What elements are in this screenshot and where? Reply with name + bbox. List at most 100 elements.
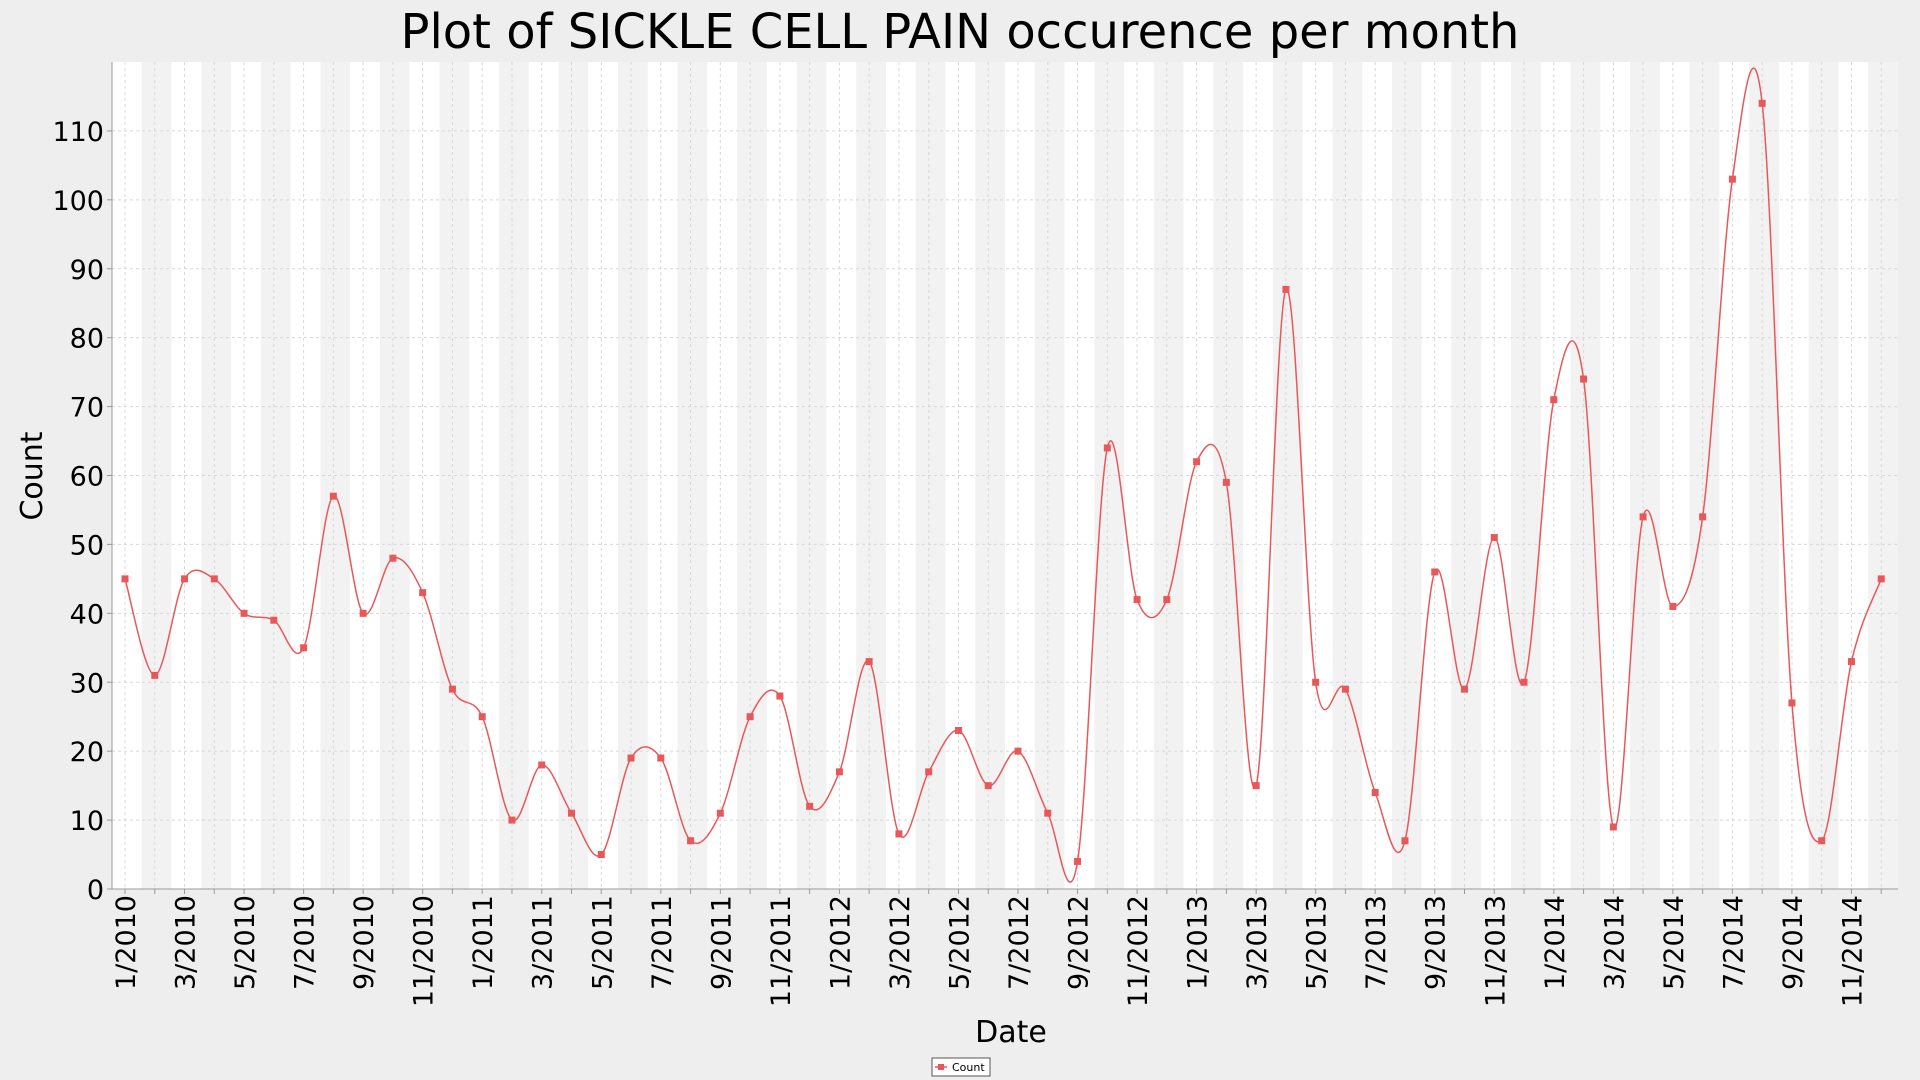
data-point [1758, 99, 1766, 107]
x-tick-label: 9/2011 [706, 895, 737, 990]
x-tick-label: 3/2010 [171, 895, 202, 990]
data-point [1371, 789, 1379, 797]
data-point [1699, 513, 1707, 521]
x-tick-label: 7/2012 [1004, 895, 1035, 990]
data-point [419, 589, 427, 597]
x-tick-label: 5/2011 [587, 895, 618, 990]
data-point [1580, 375, 1588, 383]
data-point [1847, 658, 1855, 666]
data-point [657, 754, 665, 762]
data-point [1520, 678, 1528, 686]
x-tick-label: 11/2013 [1480, 895, 1511, 1007]
x-axis-label: Date [975, 1015, 1047, 1050]
data-point [1163, 596, 1171, 604]
data-point [1728, 175, 1736, 183]
data-point [776, 692, 784, 700]
x-tick-label: 3/2013 [1242, 895, 1273, 990]
x-tick-label: 9/2012 [1064, 895, 1095, 990]
data-point [329, 492, 337, 500]
y-tick-label: 80 [70, 324, 104, 355]
x-tick-label: 7/2011 [647, 895, 678, 990]
y-tick-label: 0 [87, 875, 104, 906]
y-tick-label: 10 [70, 806, 104, 837]
x-tick-label: 1/2010 [111, 895, 142, 990]
data-point [806, 802, 814, 810]
x-tick-label: 3/2011 [528, 895, 559, 990]
series-count [121, 67, 1885, 883]
data-point [1461, 685, 1468, 693]
data-point [865, 658, 873, 666]
data-point [1341, 685, 1349, 693]
data-point [1044, 809, 1052, 817]
y-axis-label: Count [15, 431, 50, 520]
x-tick-label: 5/2012 [944, 895, 975, 990]
data-point [954, 726, 962, 734]
data-point [1133, 596, 1141, 604]
y-tick-label: 100 [52, 186, 104, 217]
y-tick-label: 60 [70, 462, 104, 493]
data-point [448, 685, 456, 693]
data-point [478, 713, 486, 721]
x-tick-label: 1/2013 [1183, 895, 1214, 990]
data-point [1669, 602, 1677, 610]
data-point [746, 713, 754, 721]
x-tick-label: 1/2012 [825, 895, 856, 990]
data-point [121, 575, 129, 583]
data-point [1401, 837, 1409, 845]
data-point [1609, 823, 1617, 831]
legend-label: Count [952, 1061, 985, 1074]
data-point [1222, 478, 1230, 486]
data-point [1818, 837, 1826, 845]
x-tick-label: 9/2013 [1421, 895, 1452, 990]
x-tick-label: 5/2010 [230, 895, 261, 990]
x-tick-label: 11/2010 [409, 895, 440, 1007]
data-point [597, 851, 605, 859]
x-tick-label: 7/2014 [1718, 895, 1749, 990]
data-point [359, 609, 367, 617]
data-point [1877, 575, 1885, 583]
grid-lines [112, 62, 1898, 889]
legend-marker-icon [938, 1064, 944, 1070]
data-point [210, 575, 218, 583]
data-point [1490, 534, 1498, 542]
data-point [1074, 857, 1082, 865]
data-point [1788, 699, 1796, 707]
y-axis-ticks: 0 10 20 30 40 50 60 70 80 90 100 110 [52, 117, 112, 906]
data-point [1252, 782, 1260, 790]
data-point [1193, 458, 1201, 466]
data-point [389, 554, 397, 562]
data-point [687, 837, 695, 845]
y-tick-label: 70 [70, 393, 104, 424]
data-point [716, 809, 724, 817]
x-axis-ticks: 1/2010 3/2010 5/2010 7/2010 9/2010 11/2010 1/2… [111, 889, 1882, 1007]
x-tick-label: 3/2014 [1599, 895, 1630, 990]
data-point [270, 616, 278, 624]
y-tick-label: 30 [70, 668, 104, 699]
data-point [538, 761, 546, 769]
data-point [1103, 444, 1111, 452]
y-tick-label: 20 [70, 737, 104, 768]
data-point [835, 768, 843, 776]
x-tick-label: 11/2011 [766, 895, 797, 1007]
x-tick-label: 9/2010 [349, 895, 380, 990]
data-point [1282, 285, 1290, 293]
data-point [1014, 747, 1022, 755]
legend-box [931, 1057, 991, 1077]
data-point [627, 754, 635, 762]
data-point [151, 671, 159, 679]
x-tick-label: 9/2014 [1778, 895, 1809, 990]
data-point [508, 816, 516, 824]
x-tick-label: 5/2014 [1659, 895, 1690, 990]
data-point [925, 768, 933, 776]
x-tick-label: 11/2014 [1837, 895, 1868, 1007]
chart-title: Plot of SICKLE CELL PAIN occurence per m… [401, 4, 1520, 60]
data-point [1550, 396, 1558, 404]
y-tick-label: 40 [70, 599, 104, 630]
x-tick-label: 7/2010 [290, 895, 321, 990]
data-point [1431, 568, 1439, 576]
data-point [895, 830, 903, 838]
x-tick-label: 1/2014 [1540, 895, 1571, 990]
x-tick-label: 5/2013 [1302, 895, 1333, 990]
data-point [300, 644, 308, 652]
